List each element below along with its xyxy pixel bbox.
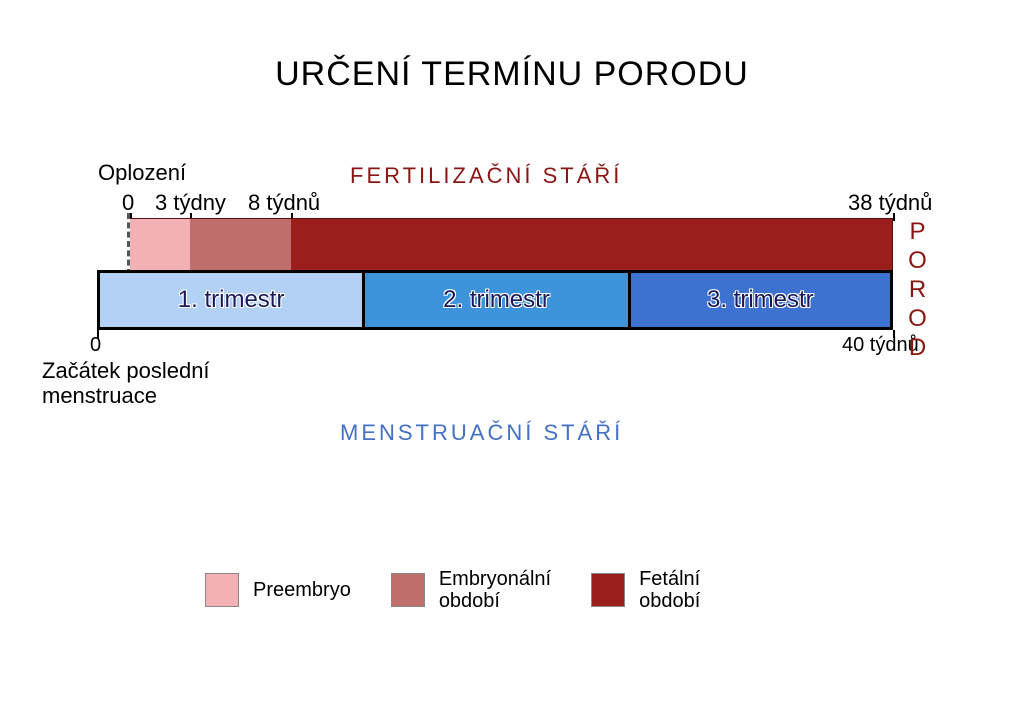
- legend-label: Embryonálníobdobí: [439, 568, 551, 612]
- trimester-segment: 1. trimestr: [97, 270, 365, 330]
- label-porod: POROD: [903, 218, 931, 363]
- trimester-segment: 2. trimestr: [362, 270, 630, 330]
- legend-swatch: [205, 573, 239, 607]
- fert-tick-label: 8 týdnů: [248, 190, 320, 216]
- diagram-canvas: URČENÍ TERMÍNU PORODU Oplození FERTILIZA…: [0, 0, 1024, 722]
- label-oplozeni: Oplození: [98, 160, 186, 186]
- label-menstruation-start: Začátek poslední menstruace: [42, 358, 210, 408]
- trimester-segment: 3. trimestr: [628, 270, 893, 330]
- legend-item: Fetálníobdobí: [591, 568, 700, 612]
- zacatek-line1: Začátek poslední: [42, 358, 210, 383]
- legend: Preembryo Embryonálníobdobí Fetálníobdobí: [205, 560, 855, 620]
- legend-item: Embryonálníobdobí: [391, 568, 551, 612]
- fert-tick-label: 38 týdnů: [848, 190, 932, 216]
- legend-label: Preembryo: [253, 579, 351, 601]
- label-fertilization-age: FERTILIZAČNÍ STÁŘÍ: [350, 163, 622, 189]
- legend-swatch: [591, 573, 625, 607]
- menstr-tick-label: 0: [90, 334, 101, 357]
- label-menstrual-age: MENSTRUAČNÍ STÁŘÍ: [340, 420, 623, 446]
- legend-swatch: [391, 573, 425, 607]
- legend-label: Fetálníobdobí: [639, 568, 700, 612]
- legend-item: Preembryo: [205, 573, 351, 607]
- fert-bar-outline: [130, 218, 893, 270]
- page-title: URČENÍ TERMÍNU PORODU: [0, 55, 1024, 94]
- zacatek-line2: menstruace: [42, 383, 157, 408]
- fert-tick-mark: [893, 213, 895, 221]
